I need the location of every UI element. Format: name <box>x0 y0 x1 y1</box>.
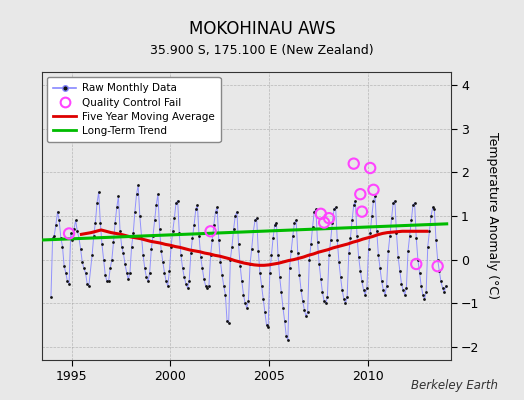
Point <box>325 215 333 221</box>
Text: Berkeley Earth: Berkeley Earth <box>411 379 498 392</box>
Point <box>316 211 325 217</box>
Point <box>350 160 358 167</box>
Text: MOKOHINAU AWS: MOKOHINAU AWS <box>189 20 335 38</box>
Point <box>369 187 378 193</box>
Text: 35.900 S, 175.100 E (New Zealand): 35.900 S, 175.100 E (New Zealand) <box>150 44 374 57</box>
Point <box>206 228 215 234</box>
Point <box>65 230 73 237</box>
Point <box>366 165 374 171</box>
Point <box>358 208 366 215</box>
Point <box>433 263 442 269</box>
Point <box>412 261 420 267</box>
Legend: Raw Monthly Data, Quality Control Fail, Five Year Moving Average, Long-Term Tren: Raw Monthly Data, Quality Control Fail, … <box>47 77 221 142</box>
Y-axis label: Temperature Anomaly (°C): Temperature Anomaly (°C) <box>486 132 499 300</box>
Point <box>356 191 365 197</box>
Point <box>320 219 329 226</box>
